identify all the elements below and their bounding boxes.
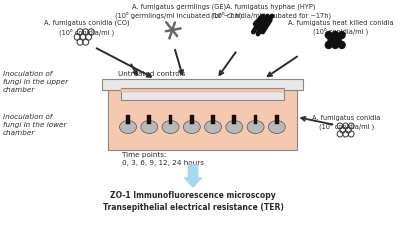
Circle shape xyxy=(338,31,346,39)
Text: Time points:
0, 3, 6, 9, 12, 24 hours: Time points: 0, 3, 6, 9, 12, 24 hours xyxy=(122,152,204,166)
Bar xyxy=(148,115,151,124)
Text: Untreated controls: Untreated controls xyxy=(118,71,185,77)
Text: A. fumigatus hyphae (HYP)
(10⁶ conidia/ml incubated for ~17h): A. fumigatus hyphae (HYP) (10⁶ conidia/m… xyxy=(211,3,331,19)
Text: ZO-1 Immunofluorescence microscopy
Transepithelial electrical resistance (TER): ZO-1 Immunofluorescence microscopy Trans… xyxy=(102,191,284,212)
Ellipse shape xyxy=(268,121,285,133)
Text: A. fumigatus conidia (CO)
(10⁶ conidia/ml ): A. fumigatus conidia (CO) (10⁶ conidia/m… xyxy=(44,20,130,36)
Text: A. fumigatus heat killed conidia
(10⁶ conidia/ml ): A. fumigatus heat killed conidia (10⁶ co… xyxy=(288,20,394,35)
Bar xyxy=(108,90,297,150)
Bar xyxy=(102,79,303,90)
Circle shape xyxy=(328,36,335,44)
Circle shape xyxy=(334,36,342,44)
Ellipse shape xyxy=(226,121,243,133)
Bar xyxy=(126,115,130,124)
FancyArrow shape xyxy=(184,165,202,187)
Circle shape xyxy=(332,41,339,49)
Text: A. fumigatus conidia
(10⁶ conidia/ml ): A. fumigatus conidia (10⁶ conidia/ml ) xyxy=(312,115,381,130)
Circle shape xyxy=(325,41,332,49)
Bar xyxy=(232,115,236,124)
Text: Inoculation of
fungi in the upper
chamber: Inoculation of fungi in the upper chambe… xyxy=(3,71,68,92)
Bar xyxy=(254,115,258,124)
Bar xyxy=(169,115,172,124)
Bar xyxy=(120,88,284,100)
Ellipse shape xyxy=(141,121,158,133)
Ellipse shape xyxy=(247,121,264,133)
Circle shape xyxy=(338,41,346,49)
Bar xyxy=(190,115,194,124)
Bar xyxy=(211,115,215,124)
Ellipse shape xyxy=(162,121,179,133)
Text: Inoculation of
fungi in the lower
chamber: Inoculation of fungi in the lower chambe… xyxy=(3,115,66,136)
Circle shape xyxy=(332,31,339,39)
Ellipse shape xyxy=(204,121,222,133)
Ellipse shape xyxy=(120,121,136,133)
Ellipse shape xyxy=(183,121,200,133)
Bar xyxy=(120,89,284,92)
Text: A. fumigatus germlings (GE)
(10⁶ germlings/ml incubated for ~7 h): A. fumigatus germlings (GE) (10⁶ germlin… xyxy=(115,3,242,19)
Circle shape xyxy=(325,31,332,39)
Bar xyxy=(275,115,279,124)
